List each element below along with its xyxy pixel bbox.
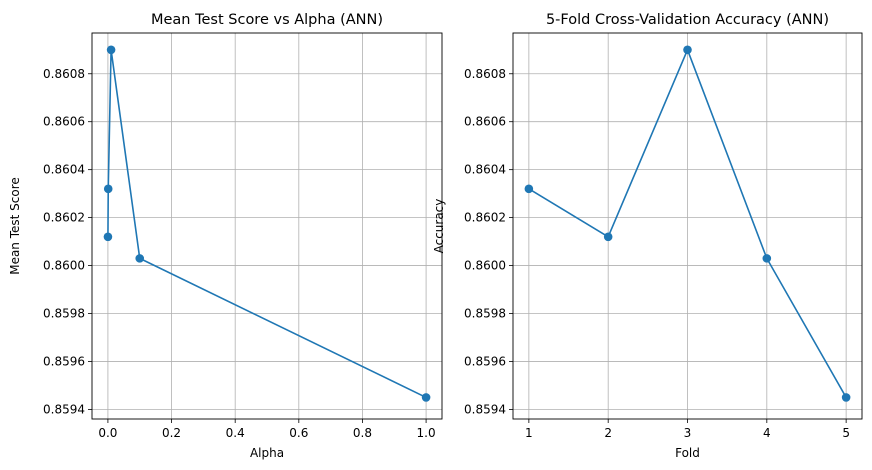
- right-chart-ticks: 1 2 3 4 5 0.8594 0.8596 0.8598 0.8600 0.8602 0.860…: [464, 67, 850, 440]
- right-chart-data-point: [762, 254, 772, 263]
- left-chart-grid: [92, 33, 442, 419]
- left-chart-y-tick-label: 0.8594: [43, 402, 85, 416]
- right-chart-data-point: [524, 184, 534, 194]
- left-chart-y-axis-label: Mean Test Score: [8, 177, 22, 275]
- right-chart-data-point: [603, 232, 613, 242]
- left-chart: 0.0 0.2 0.4 0.6 0.8 1.0 0.8594 0.8596 0.8598 0.86…: [8, 12, 443, 460]
- left-chart-y-tick-label: 0.8606: [43, 115, 85, 129]
- left-chart-y-tick-label: 0.8608: [43, 67, 85, 81]
- left-chart-y-tick-label: 0.8600: [43, 259, 85, 273]
- right-chart-x-tick-label: 3: [684, 426, 692, 440]
- right-chart-x-tick-label: 5: [842, 426, 850, 440]
- right-chart-x-tick-label: 4: [763, 426, 771, 440]
- right-chart-y-tick-label: 0.8608: [464, 67, 506, 81]
- left-chart-data-point: [106, 45, 116, 55]
- left-chart-y-tick-label: 0.8602: [43, 211, 85, 225]
- left-chart-data-point: [103, 232, 113, 242]
- left-chart-data-point: [421, 393, 431, 402]
- right-chart: 1 2 3 4 5 0.8594 0.8596 0.8598 0.8600 0.8602 0.860…: [432, 12, 863, 460]
- left-chart-y-tick-label: 0.8604: [43, 163, 85, 177]
- right-chart-x-tick-label: 1: [525, 426, 533, 440]
- right-chart-grid: [513, 33, 862, 419]
- left-chart-x-axis-label: Alpha: [250, 446, 284, 460]
- right-chart-y-axis-label: Accuracy: [432, 199, 446, 254]
- left-chart-x-tick-label: 0.0: [98, 426, 117, 440]
- right-chart-x-tick-label: 2: [604, 426, 612, 440]
- left-chart-y-tick-label: 0.8596: [43, 354, 85, 368]
- right-chart-y-tick-label: 0.8602: [464, 211, 506, 225]
- left-chart-data-point: [135, 254, 145, 263]
- right-chart-y-tick-label: 0.8598: [464, 307, 506, 321]
- left-chart-data-point: [103, 184, 113, 194]
- right-chart-series: [524, 45, 851, 402]
- left-chart-x-tick-label: 1.0: [417, 426, 436, 440]
- left-chart-x-tick-label: 0.8: [353, 426, 372, 440]
- left-chart-x-tick-label: 0.6: [289, 426, 308, 440]
- left-chart-title: Mean Test Score vs Alpha (ANN): [151, 12, 383, 28]
- left-chart-ticks: 0.0 0.2 0.4 0.6 0.8 1.0 0.8594 0.8596 0.8598 0.86…: [43, 67, 436, 440]
- right-chart-title: 5-Fold Cross-Validation Accuracy (ANN): [546, 12, 829, 28]
- right-chart-y-tick-label: 0.8600: [464, 259, 506, 273]
- left-chart-y-tick-label: 0.8598: [43, 307, 85, 321]
- right-chart-y-tick-label: 0.8606: [464, 115, 506, 129]
- left-chart-x-tick-label: 0.2: [162, 426, 181, 440]
- right-chart-data-point: [841, 393, 851, 402]
- right-chart-data-point: [683, 45, 692, 55]
- right-chart-y-tick-label: 0.8596: [464, 354, 506, 368]
- left-chart-x-tick-label: 0.4: [226, 426, 245, 440]
- right-chart-y-tick-label: 0.8594: [464, 402, 506, 416]
- left-chart-series: [103, 45, 431, 402]
- left-chart-frame: [91, 32, 443, 420]
- right-chart-x-axis-label: Fold: [675, 446, 700, 460]
- right-chart-y-tick-label: 0.8604: [464, 163, 506, 177]
